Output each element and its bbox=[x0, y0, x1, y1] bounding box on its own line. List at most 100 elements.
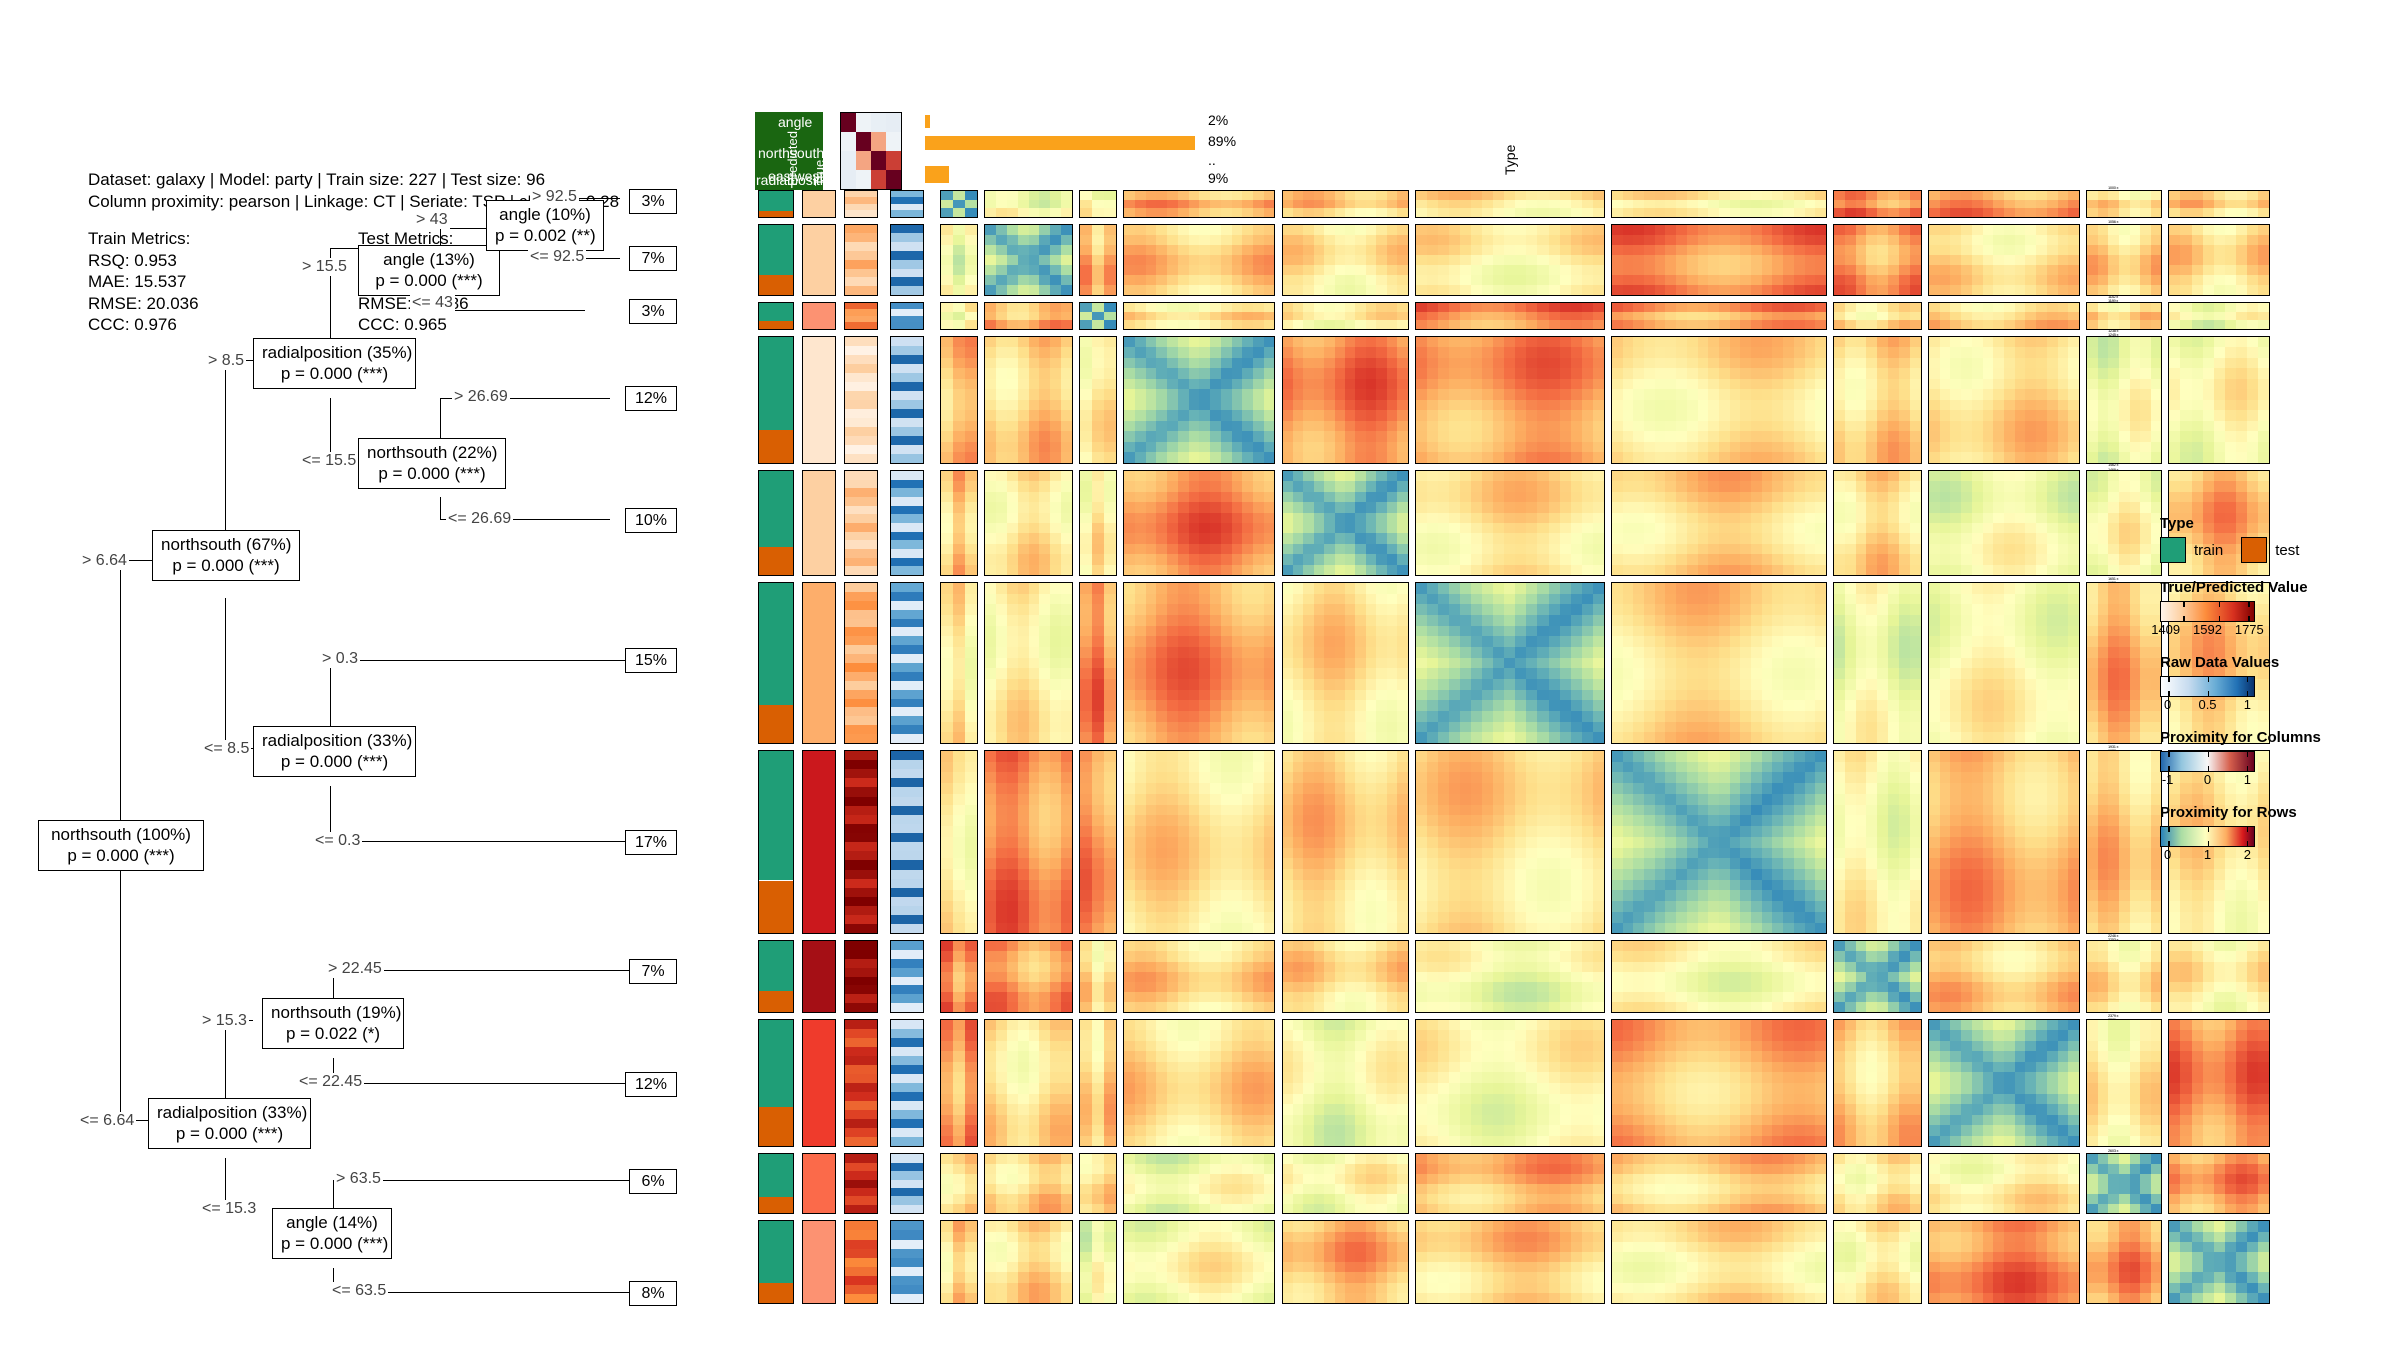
proximity-block bbox=[1928, 1153, 2080, 1214]
proximity-block bbox=[940, 750, 978, 934]
vertical-label-true: True bbox=[812, 160, 827, 186]
tree-node-northsouth-67[interactable]: northsouth (67%) p = 0.000 (***) bbox=[152, 530, 300, 581]
annotation-raw-data bbox=[890, 302, 924, 330]
proximity-heatmap-panel: Type angle northsouth eastwest radialpos… bbox=[740, 0, 2400, 1350]
tree-edge bbox=[330, 841, 630, 842]
decision-tree-panel: Dataset: galaxy | Model: party | Train s… bbox=[0, 0, 740, 1350]
annotation-predicted bbox=[802, 1220, 836, 1304]
legend-gradient-bar bbox=[2160, 601, 2255, 622]
tree-node-radialposition-35[interactable]: radialposition (35%) p = 0.000 (***) bbox=[253, 338, 416, 389]
annotation-raw-data bbox=[890, 750, 924, 934]
tree-leaf[interactable]: 12% bbox=[625, 386, 677, 411]
proximity-block bbox=[1079, 190, 1117, 218]
legend-scale-title: Proximity for Rows bbox=[2160, 804, 2400, 821]
proximity-block bbox=[1415, 302, 1606, 330]
annotation-predicted bbox=[802, 470, 836, 576]
annotation-raw-data bbox=[890, 582, 924, 744]
proximity-block bbox=[1928, 582, 2080, 744]
legend-type: Type train test bbox=[2160, 515, 2400, 563]
tree-node-angle-10[interactable]: angle (10%) p = 0.002 (**) bbox=[486, 200, 604, 251]
proximity-block bbox=[1928, 470, 2080, 576]
proximity-block bbox=[1123, 1019, 1275, 1147]
proximity-block bbox=[1079, 470, 1117, 576]
proximity-block bbox=[1079, 224, 1117, 296]
tree-node-northsouth-22[interactable]: northsouth (22%) p = 0.000 (***) bbox=[358, 438, 506, 489]
proximity-block bbox=[1928, 302, 2080, 330]
proximity-diagonal-block bbox=[940, 190, 978, 218]
tree-leaf[interactable]: 7% bbox=[629, 959, 677, 984]
tree-node-radialposition-33-upper[interactable]: radialposition (33%) p = 0.000 (***) bbox=[253, 726, 416, 777]
proximity-block bbox=[2086, 302, 2162, 330]
proximity-block bbox=[1611, 582, 1827, 744]
tree-leaf[interactable]: 7% bbox=[629, 246, 677, 271]
proximity-block bbox=[940, 302, 978, 330]
edge-label: <= 26.69 bbox=[446, 510, 513, 528]
importance-bar-4 bbox=[925, 166, 949, 183]
proximity-block bbox=[1928, 940, 2080, 1012]
annotation-true bbox=[844, 224, 878, 296]
edge-label: <= 63.5 bbox=[330, 1282, 388, 1300]
proximity-block bbox=[2168, 224, 2270, 296]
edge-label: > 92.5 bbox=[530, 188, 579, 206]
proximity-block bbox=[1833, 582, 1922, 744]
proximity-block bbox=[2168, 336, 2270, 464]
proximity-block bbox=[1282, 190, 1409, 218]
proximity-block bbox=[1833, 1019, 1922, 1147]
edge-label: <= 15.5 bbox=[300, 452, 358, 470]
edge-label: > 22.45 bbox=[326, 960, 384, 978]
legend-scale-title: Proximity for Columns bbox=[2160, 729, 2400, 746]
tree-node-angle-13[interactable]: angle (13%) p = 0.000 (***) bbox=[358, 245, 500, 296]
proximity-block bbox=[984, 190, 1073, 218]
annotation-true bbox=[844, 1019, 878, 1147]
proximity-block bbox=[1282, 302, 1409, 330]
tree-edge bbox=[225, 1020, 226, 1098]
tree-leaf[interactable]: 17% bbox=[625, 830, 677, 855]
edge-label: <= 6.64 bbox=[78, 1112, 136, 1130]
tree-edge bbox=[333, 1083, 633, 1084]
train-metric-mae: MAE: 15.537 bbox=[88, 271, 199, 293]
tree-leaf[interactable]: 6% bbox=[629, 1169, 677, 1194]
edge-label: <= 15.3 bbox=[200, 1200, 258, 1218]
legend-scale-proximity-columns: Proximity for Columns -1 0 1 bbox=[2160, 729, 2400, 788]
proximity-block bbox=[1123, 1220, 1275, 1304]
proximity-block bbox=[1928, 750, 2080, 934]
tree-node-radialposition-33-lower[interactable]: radialposition (33%) p = 0.000 (***) bbox=[148, 1098, 311, 1149]
annotation-true bbox=[844, 1220, 878, 1304]
proximity-block bbox=[940, 470, 978, 576]
proximity-block bbox=[1123, 582, 1275, 744]
tree-node-northsouth-19[interactable]: northsouth (19%) p = 0.022 (*) bbox=[262, 998, 404, 1049]
tree-leaf[interactable]: 12% bbox=[625, 1072, 677, 1097]
edge-label: <= 8.5 bbox=[202, 740, 251, 758]
proximity-block bbox=[2168, 302, 2270, 330]
annotation-raw-data bbox=[890, 190, 924, 218]
proximity-block bbox=[1833, 302, 1922, 330]
tree-node-angle-14[interactable]: angle (14%) p = 0.000 (***) bbox=[272, 1208, 392, 1259]
tree-edge bbox=[120, 560, 121, 790]
tree-leaf[interactable]: 8% bbox=[629, 1281, 677, 1306]
proximity-block bbox=[1928, 1220, 2080, 1304]
proximity-block bbox=[940, 1019, 978, 1147]
proximity-block bbox=[1123, 224, 1275, 296]
proximity-block bbox=[1079, 1220, 1117, 1304]
tree-leaf[interactable]: 3% bbox=[629, 299, 677, 324]
proximity-block bbox=[984, 336, 1073, 464]
annotation-raw-data bbox=[890, 224, 924, 296]
tree-node-label: northsouth (100%) bbox=[47, 824, 195, 845]
annotation-raw-data bbox=[890, 1019, 924, 1147]
annotation-type bbox=[758, 940, 794, 1012]
proximity-block bbox=[1611, 336, 1827, 464]
tree-node-root[interactable]: northsouth (100%) p = 0.000 (***) bbox=[38, 820, 204, 871]
legend-scale-proximity-rows: Proximity for Rows 0 1 2 bbox=[2160, 804, 2400, 863]
annotation-raw-data bbox=[890, 1220, 924, 1304]
proximity-diagonal-block bbox=[1079, 302, 1117, 330]
proximity-block bbox=[1611, 302, 1827, 330]
proximity-block bbox=[1928, 190, 2080, 218]
tree-edge bbox=[225, 360, 226, 538]
importance-pct-3: .. bbox=[1208, 152, 1216, 168]
legend-tick: 1 bbox=[2204, 847, 2211, 862]
legend-tick: 1 bbox=[2244, 697, 2251, 712]
tree-leaf[interactable]: 3% bbox=[629, 189, 677, 214]
legend-swatch-train bbox=[2160, 537, 2186, 563]
tree-leaf[interactable]: 15% bbox=[625, 648, 677, 673]
tree-leaf[interactable]: 10% bbox=[625, 508, 677, 533]
